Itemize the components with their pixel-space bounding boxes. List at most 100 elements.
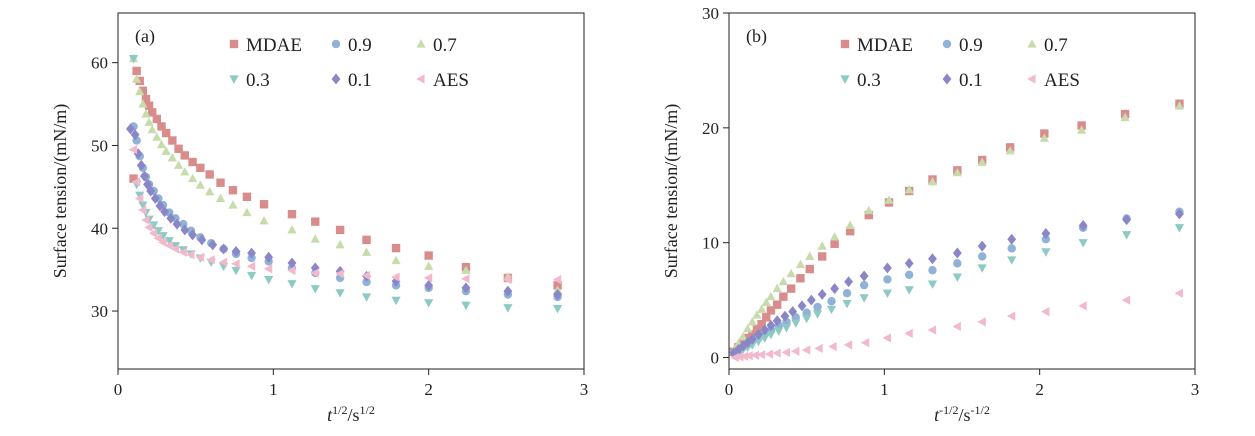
data-point [391,272,400,282]
data-point [168,136,177,145]
data-point [952,321,961,332]
legend-item: 0.7 [1027,35,1068,56]
legend-item: 0.9 [942,35,983,56]
data-point [738,340,748,352]
legend-label: AES [1044,70,1080,91]
data-point [772,283,782,293]
data-point [761,297,771,306]
data-point [152,132,162,141]
data-point [264,251,274,263]
data-point [247,247,256,259]
x-tick-label: 0 [114,380,123,399]
data-point [882,333,892,343]
y-tick-label: 60 [91,54,108,73]
legend-label: 0.3 [246,70,270,91]
data-point [756,350,766,360]
data-point [205,170,214,179]
data-point [781,324,792,333]
data-point [188,157,197,167]
legend-item: MDAE [840,35,913,56]
data-point [126,123,135,135]
data-point [208,239,218,251]
data-point [1006,311,1016,321]
data-point [391,296,401,306]
data-point [503,285,513,297]
data-point [977,317,986,327]
data-point [423,273,433,283]
data-point [1121,295,1131,305]
data-point [884,195,894,204]
data-point [424,279,434,291]
data-point [842,289,852,298]
data-point [361,270,371,281]
data-point [335,269,344,279]
data-point [228,185,238,195]
data-point [136,159,146,171]
data-point [797,300,807,312]
data-point [147,124,157,134]
data-point [842,299,852,309]
data-point [739,351,749,361]
data-point [246,261,256,271]
data-point [146,185,156,197]
data-point [134,193,144,204]
data-point [828,341,837,352]
data-point [1078,239,1088,248]
data-point [461,274,470,284]
data-point [287,280,297,289]
legend-label: 0.1 [348,70,372,91]
legend-item: MDAE [229,35,302,56]
data-point [802,314,812,324]
data-point [361,293,372,302]
data-point [157,122,166,131]
legend-marker [840,39,850,49]
data-point [228,200,238,209]
data-point [231,259,240,269]
data-point [166,212,176,224]
data-point [790,346,800,356]
data-point [927,176,938,186]
x-axis-label: t1/2/s1/2 [327,403,375,425]
data-point [1039,133,1049,142]
data-point [1120,112,1130,122]
y-axis-label: Surface tension/(mN/m) [50,104,71,278]
data-point [461,265,471,275]
legend-label: MDAE [246,35,302,56]
legend: MDAE 0.9 0.7 0.3 0.1 AES [229,35,469,91]
data-point [883,262,892,274]
data-point [1005,145,1015,155]
data-point [503,304,513,313]
panel-label: (b) [746,26,767,47]
data-point [927,280,938,289]
y-tick-label: 40 [91,219,108,238]
data-point [744,351,753,361]
data-point [219,243,229,255]
data-point [781,347,791,357]
legend-label: 0.9 [348,35,372,56]
data-point [977,264,987,273]
data-point [860,337,870,348]
data-point [215,193,226,203]
data-point [1007,256,1017,265]
data-point [788,306,798,318]
data-point [144,101,154,110]
data-point [830,232,840,241]
data-point [141,215,150,225]
legend-label: MDAE [857,35,913,56]
data-point [391,255,401,265]
data-point [904,286,914,295]
data-point [158,232,168,241]
data-point [844,276,854,288]
data-point [187,173,198,183]
legend-item: 0.7 [416,35,457,56]
data-point [174,144,183,153]
data-point [139,170,149,182]
data-point [170,244,180,254]
data-point [812,310,823,319]
series-0.9 [129,122,562,302]
data-point [766,330,776,340]
series-AES [730,288,1184,363]
data-point [1078,219,1088,231]
data-point [180,224,190,236]
data-point [178,247,187,257]
